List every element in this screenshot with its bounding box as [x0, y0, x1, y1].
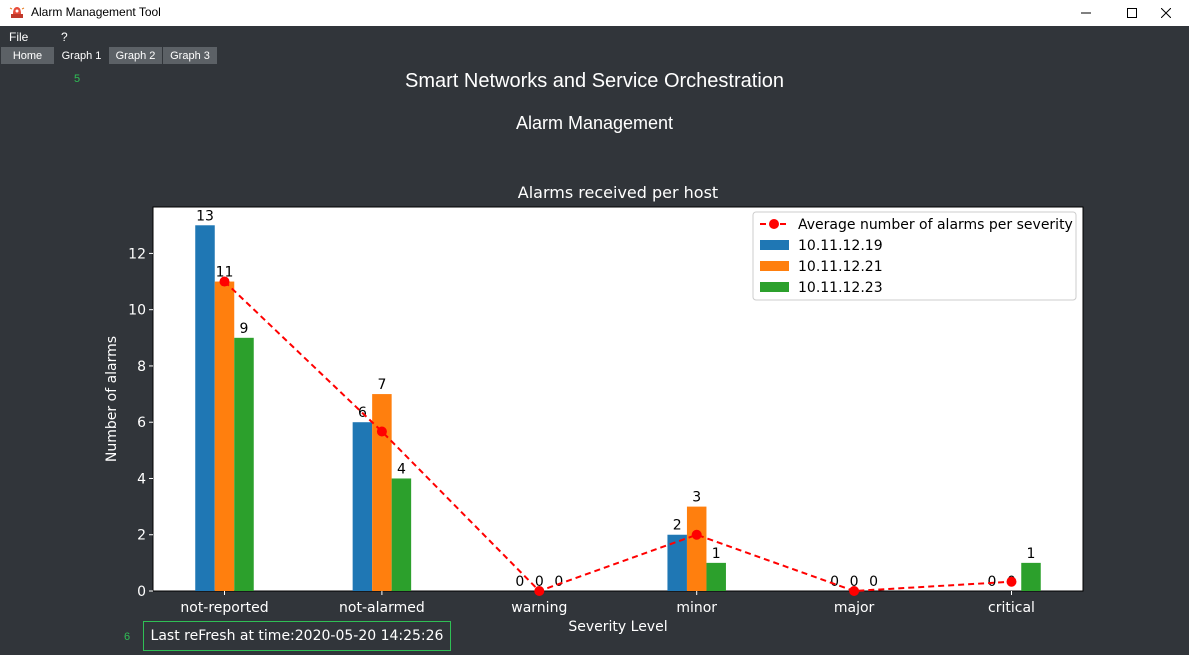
bar-10-11-12-21	[372, 394, 392, 591]
bar-value-label: 0	[850, 574, 859, 590]
bar-value-label: 7	[377, 377, 386, 393]
chart-title: Alarms received per host	[518, 183, 718, 202]
y-tick-label: 2	[137, 528, 146, 544]
bar-10-11-12-19	[667, 534, 687, 591]
legend-series-label: 10.11.12.21	[798, 259, 883, 275]
alarm-icon	[9, 7, 25, 18]
bar-value-label: 3	[692, 490, 701, 506]
bar-value-label: 1	[1027, 546, 1036, 562]
bar-value-label: 0	[554, 574, 563, 590]
bar-10-11-12-23	[234, 337, 254, 591]
menu-bar: File ?	[0, 26, 1189, 46]
bar-10-11-12-21	[686, 506, 707, 591]
legend-average-label: Average number of alarms per severity	[798, 217, 1073, 233]
bar-10-11-12-19	[352, 422, 373, 591]
bar-value-label: 0	[535, 574, 544, 590]
bar-value-label: 13	[196, 208, 214, 224]
bar-value-label: 9	[240, 321, 249, 337]
average-point	[534, 586, 545, 596]
side-number-top: 5	[74, 73, 81, 85]
bar-10-11-12-23	[706, 562, 726, 591]
x-axis-label: Severity Level	[568, 619, 667, 635]
bar-value-label: 11	[216, 265, 234, 281]
y-tick-label: 12	[128, 246, 146, 262]
menu-help[interactable]: ?	[61, 30, 68, 44]
average-point	[691, 529, 702, 540]
page-subtitle: Alarm Management	[515, 113, 674, 133]
legend-series-label: 10.11.12.19	[798, 238, 883, 254]
y-tick-label: 4	[137, 471, 146, 487]
bar-value-label: 0	[515, 574, 524, 590]
y-tick-label: 0	[137, 584, 146, 600]
bar-value-label: 1	[712, 546, 721, 562]
y-tick-label: 6	[137, 415, 146, 431]
maximize-icon	[1127, 8, 1137, 18]
window-titlebar: Alarm Management Tool	[0, 0, 1189, 26]
x-tick-label: major	[834, 600, 875, 616]
bar-10-11-12-23	[391, 478, 412, 591]
bar-value-label: 0	[869, 574, 878, 590]
close-icon	[1161, 8, 1171, 18]
minimize-icon	[1081, 12, 1091, 14]
side-number-bottom: 6	[124, 631, 131, 643]
y-axis-label: Number of alarms	[104, 336, 120, 462]
average-point	[219, 276, 230, 287]
x-tick-label: warning	[511, 600, 567, 616]
legend-series-label: 10.11.12.23	[798, 280, 883, 296]
bar-value-label: 4	[397, 461, 406, 477]
y-tick-label: 10	[128, 303, 146, 319]
average-point	[376, 426, 387, 437]
window-title: Alarm Management Tool	[31, 5, 161, 19]
legend-swatch	[760, 282, 789, 292]
last-refresh-status: Last reFresh at time:2020-05-20 14:25:26	[143, 621, 451, 651]
x-tick-label: not-alarmed	[339, 600, 425, 616]
bar-10-11-12-21	[214, 281, 235, 591]
minimize-button[interactable]	[1063, 0, 1109, 26]
page-title: Smart Networks and Service Orchestration	[404, 70, 785, 92]
x-tick-label: not-reported	[180, 600, 268, 616]
legend-swatch	[760, 261, 789, 271]
menu-file[interactable]: File	[9, 30, 29, 44]
bar-10-11-12-19	[195, 225, 215, 592]
close-button[interactable]	[1143, 0, 1189, 26]
average-line	[223, 280, 1012, 593]
tab-home[interactable]: Home	[1, 47, 54, 64]
bar-10-11-12-23	[1021, 562, 1041, 591]
average-point	[849, 586, 860, 596]
bar-value-label: 2	[673, 518, 682, 534]
maximize-button[interactable]	[1109, 0, 1155, 26]
legend-swatch	[760, 240, 789, 250]
x-tick-label: critical	[988, 600, 1035, 616]
y-tick-label: 8	[137, 359, 146, 375]
tab-graph-3[interactable]: Graph 3	[163, 47, 217, 64]
legend-box	[752, 211, 1077, 301]
average-point	[1006, 576, 1017, 587]
tab-graph-1[interactable]: Graph 1	[55, 47, 108, 64]
tab-graph-2[interactable]: Graph 2	[109, 47, 162, 64]
x-tick-label: minor	[676, 600, 717, 616]
bar-value-label: 0	[830, 574, 839, 590]
legend-average-marker	[769, 219, 779, 229]
